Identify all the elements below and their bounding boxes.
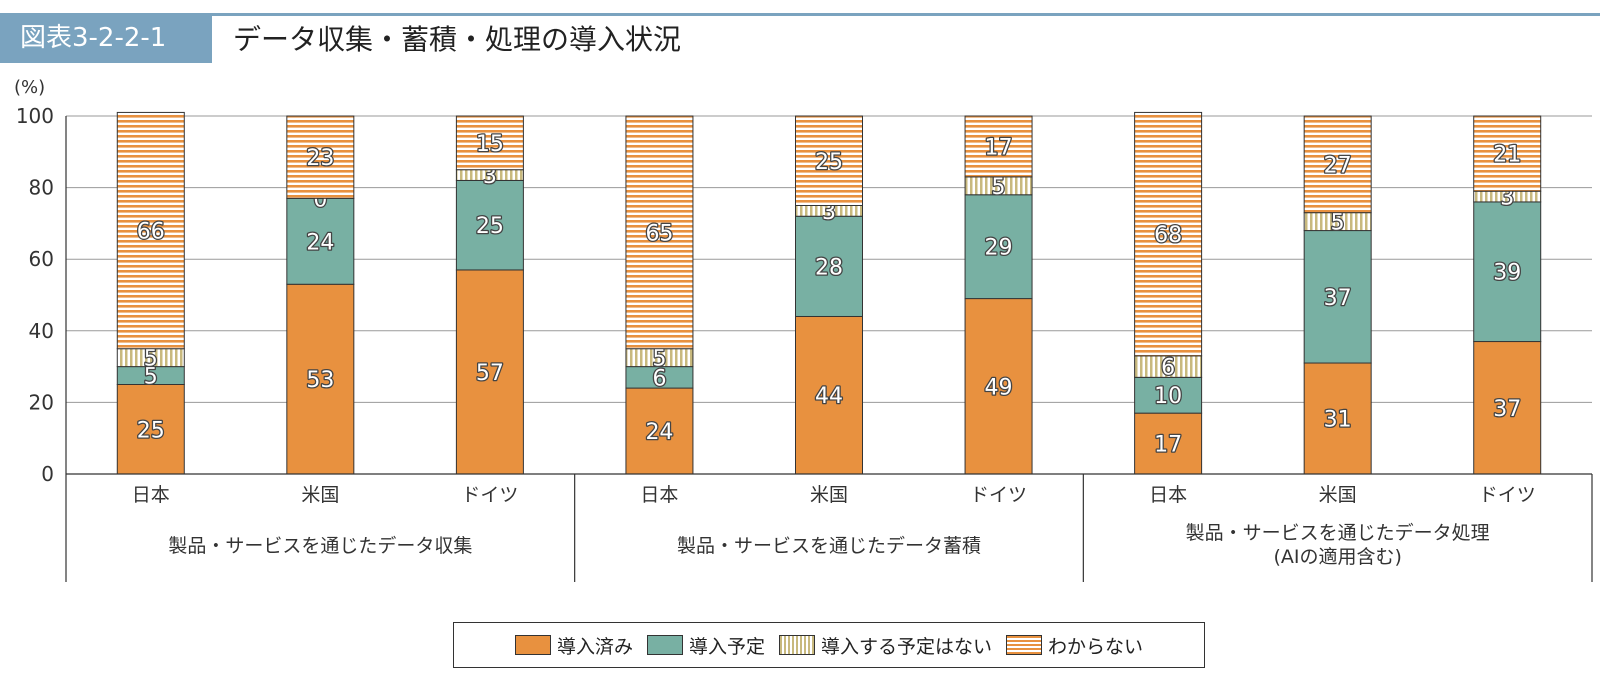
data-label: 44 [815,384,843,409]
bar-segment-unknown [286,115,355,199]
legend-item-implemented: 導入済み [514,632,633,659]
legend-label-unknown: わからない [1048,635,1144,658]
legend-swatch-implemented [514,635,551,655]
y-tick-label: 0 [41,462,54,486]
y-tick-label: 20 [29,390,54,414]
bar-segment-implemented [455,269,524,475]
bar-segment-implemented [1473,341,1542,475]
header-rule [0,13,1600,16]
legend-swatch-unknown [1006,635,1043,655]
bar-segment-implemented [964,298,1033,475]
data-label: 37 [1324,286,1352,311]
bar-segment-implemented [116,384,185,475]
bar-segment-unknown [795,115,863,206]
legend-item-no-plan: 導入する予定はない [779,632,992,659]
x-category-label: ドイツ [1479,484,1536,506]
data-label: 21 [1493,143,1521,168]
bar-segment-unknown [964,115,1033,178]
bar-segment-unknown [1303,115,1372,214]
data-label: 5 [1331,211,1345,236]
figure-number-badge: 図表3-2-2-1 [0,13,212,63]
group-label: 製品・サービスを通じたデータ処理 [1186,522,1490,544]
data-label: 6 [1161,356,1175,381]
bar-segment-planned [286,197,355,285]
data-label: 23 [306,146,334,171]
figure-title: データ収集・蓄積・処理の導入状況 [233,23,682,56]
y-tick-label: 60 [29,247,54,271]
data-label: 65 [645,221,673,246]
data-label: 27 [1324,153,1352,178]
data-label: 68 [1154,223,1182,248]
bar-segment-unknown [1134,111,1203,357]
x-category-label: 米国 [810,484,848,506]
x-category-label: ドイツ [461,484,518,506]
x-category-label: 米国 [1319,484,1357,506]
data-label: 5 [144,365,158,390]
data-label: 10 [1154,384,1182,409]
bar-segment-planned [1134,376,1203,414]
bar-segment-unknown [1473,115,1542,192]
x-category-label: 米国 [301,484,339,506]
data-label: 24 [306,230,334,255]
group-label: 製品・サービスを通じたデータ収集 [168,535,472,557]
stacked-bar-chart: (%) 255566532402357253152465654428325492… [14,77,1593,582]
data-label: 15 [476,132,504,157]
bar-segment-unknown [625,115,694,350]
data-label: 39 [1493,261,1521,286]
data-label: 31 [1324,408,1352,433]
bar-segment-implemented [625,387,694,475]
legend-item-planned: 導入予定 [646,632,765,659]
y-tick-label: 80 [29,176,54,200]
data-label: 25 [815,150,843,175]
legend-swatch-planned [646,635,683,655]
data-label: 25 [476,214,504,239]
bar-segment-planned [455,179,524,271]
data-label: 17 [985,135,1013,160]
bar-segment-unknown [116,111,185,350]
bar-segment-planned [795,215,863,317]
data-label: 25 [137,418,165,443]
y-tick-label: 40 [29,319,54,343]
bar-segment-implemented [795,315,863,475]
data-label: 57 [476,361,504,386]
data-label: 5 [992,175,1006,200]
legend-label-no-plan: 導入する予定はない [821,635,993,658]
x-category-label: 日本 [1149,484,1187,506]
data-label: 17 [1154,433,1182,458]
group-label: 製品・サービスを通じたデータ蓄積 [677,535,981,557]
y-tick-label: 100 [16,104,54,128]
x-category-label: 日本 [640,484,678,506]
x-category-label: 日本 [132,484,170,506]
legend-label-implemented: 導入済み [556,635,633,658]
bar-segment-planned [1473,201,1542,343]
bar-segment-unknown [455,115,524,171]
data-label: 49 [985,375,1013,400]
data-label: 24 [645,420,673,445]
data-label: 5 [144,347,158,372]
bar-segment-planned [1303,230,1372,364]
data-label: 5 [652,347,666,372]
y-axis-unit: (%) [14,77,45,98]
x-category-label: ドイツ [970,484,1027,506]
legend-item-unknown: わからない [1006,632,1143,659]
legend-swatch-no-plan [779,635,815,655]
data-label: 29 [985,236,1013,261]
bar-segment-planned [964,194,1033,300]
group-label-line2: (AIの適用含む) [1273,546,1401,568]
data-label: 28 [815,255,843,280]
data-label: 66 [137,220,165,245]
legend-label-planned: 導入予定 [688,635,765,658]
data-label: 37 [1493,397,1521,422]
data-label: 53 [306,368,334,393]
data-label: 6 [652,366,666,391]
legend: 導入済み 導入予定 導入する予定はない わからない [453,622,1205,668]
